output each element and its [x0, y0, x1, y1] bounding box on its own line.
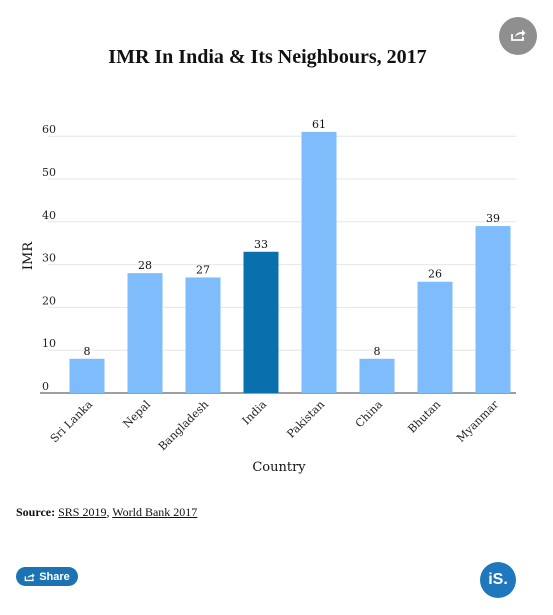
x-tick-label: Sri Lanka: [48, 398, 96, 446]
source-separator: ,: [106, 505, 110, 519]
x-tick-label: India: [240, 398, 270, 428]
bar: [69, 358, 105, 393]
brand-logo: iS.: [480, 562, 516, 598]
source-link-srs[interactable]: SRS 2019: [58, 505, 107, 519]
data-label: 39: [486, 212, 500, 225]
share-floating-button[interactable]: [499, 17, 537, 55]
data-label: 33: [254, 238, 268, 251]
bar: [417, 281, 453, 393]
y-tick-label: 10: [42, 337, 56, 350]
share-icon: [510, 27, 526, 46]
y-tick-label: 60: [42, 123, 56, 136]
bar: [301, 131, 337, 394]
bar: [185, 277, 221, 393]
share-icon: [24, 572, 35, 582]
x-axis-title: Country: [252, 460, 306, 475]
y-axis-title: IMR: [21, 241, 36, 270]
chart-title: IMR In India & Its Neighbours, 2017: [108, 46, 427, 68]
data-label: 61: [312, 118, 326, 131]
share-button-label: Share: [39, 570, 70, 583]
data-label: 26: [428, 268, 442, 281]
data-label: 8: [374, 345, 381, 358]
data-label: 28: [138, 259, 152, 272]
share-button[interactable]: Share: [16, 567, 78, 586]
source-line: Source: SRS 2019, World Bank 2017: [16, 505, 197, 520]
x-tick-label: Bangladesh: [156, 398, 211, 453]
bar: [475, 226, 511, 393]
y-tick-label: 0: [42, 380, 49, 393]
x-tick-label: China: [353, 398, 386, 431]
y-tick-label: 50: [42, 166, 56, 179]
data-label: 8: [84, 345, 91, 358]
y-tick-label: 40: [42, 209, 56, 222]
source-label: Source:: [16, 505, 56, 519]
bar: [127, 273, 163, 393]
bar: [243, 251, 279, 393]
x-tick-label: Bhutan: [405, 398, 443, 436]
bar: [359, 358, 395, 393]
data-label: 27: [196, 263, 210, 276]
source-link-world-bank[interactable]: World Bank 2017: [112, 505, 198, 519]
x-tick-label: Nepal: [120, 398, 153, 431]
x-tick-label: Pakistan: [284, 398, 327, 441]
y-tick-label: 20: [42, 294, 56, 307]
bar-chart: 0 10 20 30 40 50 60 8 Sri Lanka 28 Nepal 27 Banglade…: [21, 118, 516, 475]
y-tick-label: 30: [42, 252, 56, 265]
x-tick-label: Myanmar: [454, 397, 501, 444]
